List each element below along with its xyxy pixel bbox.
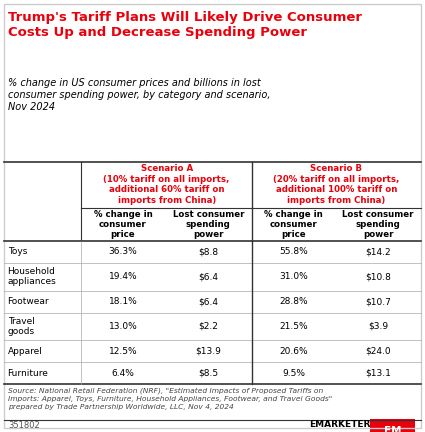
Text: $2.2: $2.2 <box>198 322 218 331</box>
Text: $8.5: $8.5 <box>198 369 218 378</box>
Text: 28.8%: 28.8% <box>279 297 308 306</box>
Text: 12.5%: 12.5% <box>109 347 137 356</box>
Text: 18.1%: 18.1% <box>108 297 137 306</box>
Text: % change in US consumer prices and billions in lost
consumer spending power, by : % change in US consumer prices and billi… <box>8 79 271 112</box>
Text: EMARKETER: EMARKETER <box>309 419 371 429</box>
Text: 20.6%: 20.6% <box>279 347 308 356</box>
Text: $13.9: $13.9 <box>196 347 221 356</box>
Text: 351802: 351802 <box>8 421 40 430</box>
Text: EM: EM <box>384 426 401 432</box>
Text: % change in
consumer
price: % change in consumer price <box>264 210 323 239</box>
Text: $13.1: $13.1 <box>365 369 391 378</box>
Text: 55.8%: 55.8% <box>279 247 308 256</box>
Text: 13.0%: 13.0% <box>108 322 137 331</box>
Text: $10.8: $10.8 <box>365 272 391 281</box>
Text: 31.0%: 31.0% <box>279 272 308 281</box>
Text: Source: National Retail Federation (NRF), "Estimated Impacts of Proposed Tariffs: Source: National Retail Federation (NRF)… <box>8 388 333 410</box>
Text: Lost consumer
spending
power: Lost consumer spending power <box>173 210 244 239</box>
Text: 9.5%: 9.5% <box>282 369 305 378</box>
Text: $14.2: $14.2 <box>365 247 391 256</box>
Text: Lost consumer
spending
power: Lost consumer spending power <box>342 210 414 239</box>
Text: $6.4: $6.4 <box>198 272 218 281</box>
Text: Household
appliances: Household appliances <box>8 267 57 286</box>
Text: 6.4%: 6.4% <box>111 369 134 378</box>
FancyBboxPatch shape <box>370 419 415 432</box>
Text: Travel
goods: Travel goods <box>8 317 35 336</box>
Text: % change in
consumer
price: % change in consumer price <box>94 210 152 239</box>
Text: 21.5%: 21.5% <box>279 322 308 331</box>
Text: Toys: Toys <box>8 247 27 256</box>
Text: $6.4: $6.4 <box>198 297 218 306</box>
Text: $24.0: $24.0 <box>365 347 391 356</box>
Text: $8.8: $8.8 <box>198 247 218 256</box>
Text: 19.4%: 19.4% <box>109 272 137 281</box>
Text: $10.7: $10.7 <box>365 297 391 306</box>
Text: 36.3%: 36.3% <box>108 247 137 256</box>
Text: Trump's Tariff Plans Will Likely Drive Consumer
Costs Up and Decrease Spending P: Trump's Tariff Plans Will Likely Drive C… <box>8 11 363 39</box>
Text: Scenario B
(20% tariff on all imports,
additional 100% tariff on
imports from Ch: Scenario B (20% tariff on all imports, a… <box>273 164 400 204</box>
Text: Apparel: Apparel <box>8 347 42 356</box>
Text: Furniture: Furniture <box>8 369 48 378</box>
Text: $3.9: $3.9 <box>368 322 388 331</box>
Text: Footwear: Footwear <box>8 297 49 306</box>
Text: Scenario A
(10% tariff on all imports,
additional 60% tariff on
imports from Chi: Scenario A (10% tariff on all imports, a… <box>104 164 230 204</box>
